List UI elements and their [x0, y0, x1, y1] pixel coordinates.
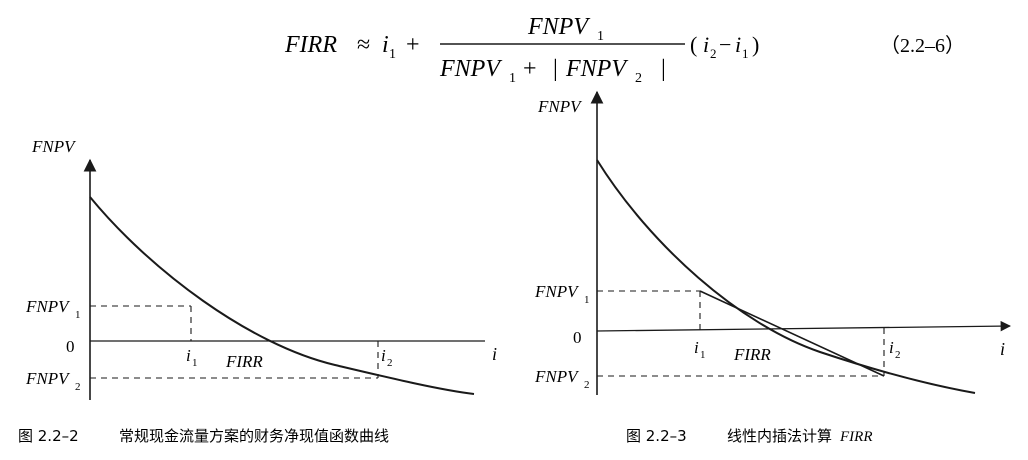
i2-label-sub: 2 — [387, 357, 393, 369]
paren-i1: i — [735, 32, 741, 57]
paren-i1-sub: 1 — [742, 46, 749, 61]
caption-prefix: 图 2.2–3 — [626, 427, 687, 445]
fnpv2-label: FNPV — [25, 369, 71, 388]
y-axis-label: FNPV — [31, 137, 77, 156]
i1-label-sub: 1 — [700, 349, 706, 361]
fnpv2-label-sub: 2 — [584, 379, 590, 391]
figure-right: FNPV FNPV 1 0 FNPV 2 i 1 FIRR i 2 i 图 2.… — [534, 90, 1012, 445]
fnpv1-label-sub: 1 — [75, 309, 81, 321]
fnpv2-label-sub: 2 — [75, 381, 81, 393]
firr-label: FIRR — [225, 352, 263, 371]
formula-denominator-a: FNPV — [439, 56, 502, 82]
abs-bar-left: | — [553, 56, 558, 82]
formula-i1: i — [382, 32, 389, 58]
paren-open: ( — [690, 32, 697, 57]
formula-denominator-plus: + — [523, 56, 537, 82]
fnpv1-label-sub: 1 — [584, 294, 590, 306]
figure-left: FNPV FNPV 1 0 FNPV 2 i 1 FIRR i 2 i 图 2.… — [18, 137, 497, 445]
origin-label: 0 — [573, 328, 582, 347]
i2-label-sub: 2 — [895, 349, 901, 361]
formula-denominator-a-sub: 1 — [509, 71, 516, 86]
paren-i2: i — [703, 32, 709, 57]
i1-label: i — [694, 338, 699, 357]
caption-text: 线性内插法计算 — [727, 427, 832, 445]
formula-i1-sub: 1 — [389, 47, 396, 62]
formula-plus: + — [406, 32, 420, 58]
i1-label: i — [186, 346, 191, 365]
x-axis — [596, 320, 1012, 332]
caption-text: 常规现金流量方案的财务净现值函数曲线 — [119, 427, 389, 445]
formula-lhs: FIRR — [284, 32, 337, 58]
i2-label: i — [381, 346, 386, 365]
formula-numerator-sub: 1 — [597, 29, 604, 44]
x-axis-label: i — [1000, 339, 1005, 359]
interpolation-chord — [699, 290, 885, 377]
x-axis-label: i — [492, 344, 497, 364]
fnpv2-label: FNPV — [534, 367, 580, 386]
i2-label: i — [889, 338, 894, 357]
paren-minus: − — [719, 32, 731, 57]
npv-curve — [596, 159, 976, 394]
formula-denominator-b-sub: 2 — [635, 71, 642, 86]
caption-text-italic: FIRR — [839, 429, 872, 445]
firr-label: FIRR — [733, 345, 771, 364]
formula-denominator-b: FNPV — [565, 56, 628, 82]
caption-prefix: 图 2.2–2 — [18, 427, 79, 445]
origin-label: 0 — [66, 337, 75, 356]
y-axis-label: FNPV — [537, 97, 583, 116]
formula-approx: ≈ — [357, 32, 370, 58]
paren-i2-sub: 2 — [710, 46, 717, 61]
abs-bar-right: | — [661, 56, 666, 82]
formula: FIRR ≈ i 1 + FNPV 1 FNPV 1 + | FNPV 2 | … — [284, 14, 965, 86]
equation-number: （2.2–6） — [880, 34, 965, 57]
fnpv1-label: FNPV — [534, 282, 580, 301]
paren-close: ) — [752, 32, 759, 57]
npv-curve — [89, 196, 475, 395]
i1-label-sub: 1 — [192, 357, 198, 369]
fnpv1-label: FNPV — [25, 297, 71, 316]
formula-numerator: FNPV — [527, 14, 590, 40]
